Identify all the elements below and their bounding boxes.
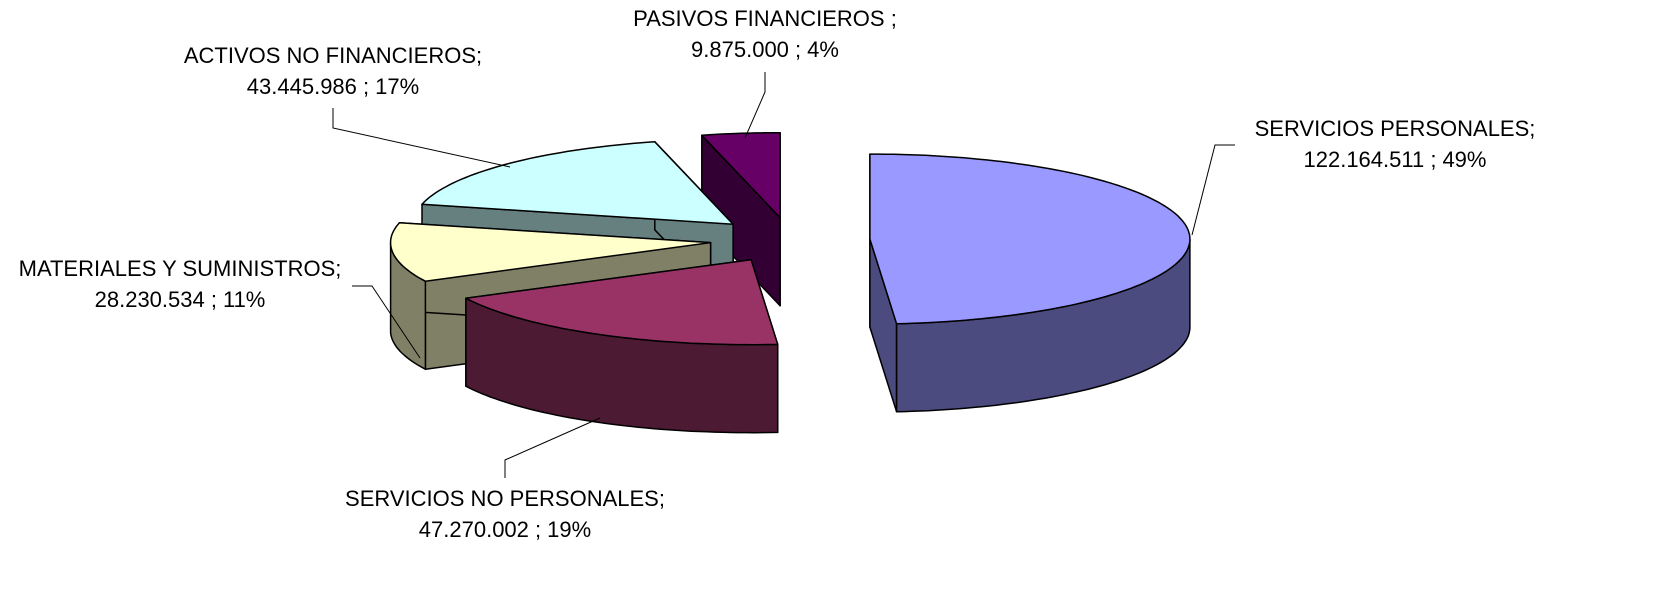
leader-line [1191,144,1235,236]
value-label: 9.875.000 ; [691,37,801,62]
leader-line [352,285,421,359]
value-label: 47.270.002 ; [419,517,541,542]
value-label: 122.164.511 ; [1304,147,1437,172]
value-label: 43.445.986 ; [247,74,369,99]
category-label: MATERIALES Y SUMINISTROS; [19,256,342,281]
data-label: SERVICIOS NO PERSONALES; 47.270.002 ; 19% [345,486,665,542]
slice [421,141,734,225]
percentage-label: 49% [1442,147,1486,172]
percentage-label: 17% [375,74,419,99]
category-label: SERVICIOS PERSONALES; [1255,116,1536,141]
data-label: SERVICIOS PERSONALES; 122.164.511 ; 49% [1255,116,1536,172]
percentage-label: 11% [223,287,265,312]
slice [389,222,712,282]
leader-line [332,108,511,168]
category-label: ACTIVOS NO FINANCIEROS; [184,43,482,68]
data-label: MATERIALES Y SUMINISTROS; 28.230.534 ; 11% [19,256,342,312]
slice [701,131,781,219]
leader-line [504,417,601,478]
data-label: PASIVOS FINANCIEROS ; 9.875.000 ; 4% [633,6,897,62]
percentage-label: 19% [547,517,591,542]
slice [869,153,1191,325]
category-label: SERVICIOS NO PERSONALES; [345,486,665,511]
percentage-label: 4% [807,37,839,62]
leader-line [744,72,766,139]
value-label: 28.230.534 ; [95,287,217,312]
data-label: ACTIVOS NO FINANCIEROS; 43.445.986 ; 17% [184,43,482,99]
category-label: PASIVOS FINANCIEROS ; [633,6,897,31]
slice [465,258,779,346]
